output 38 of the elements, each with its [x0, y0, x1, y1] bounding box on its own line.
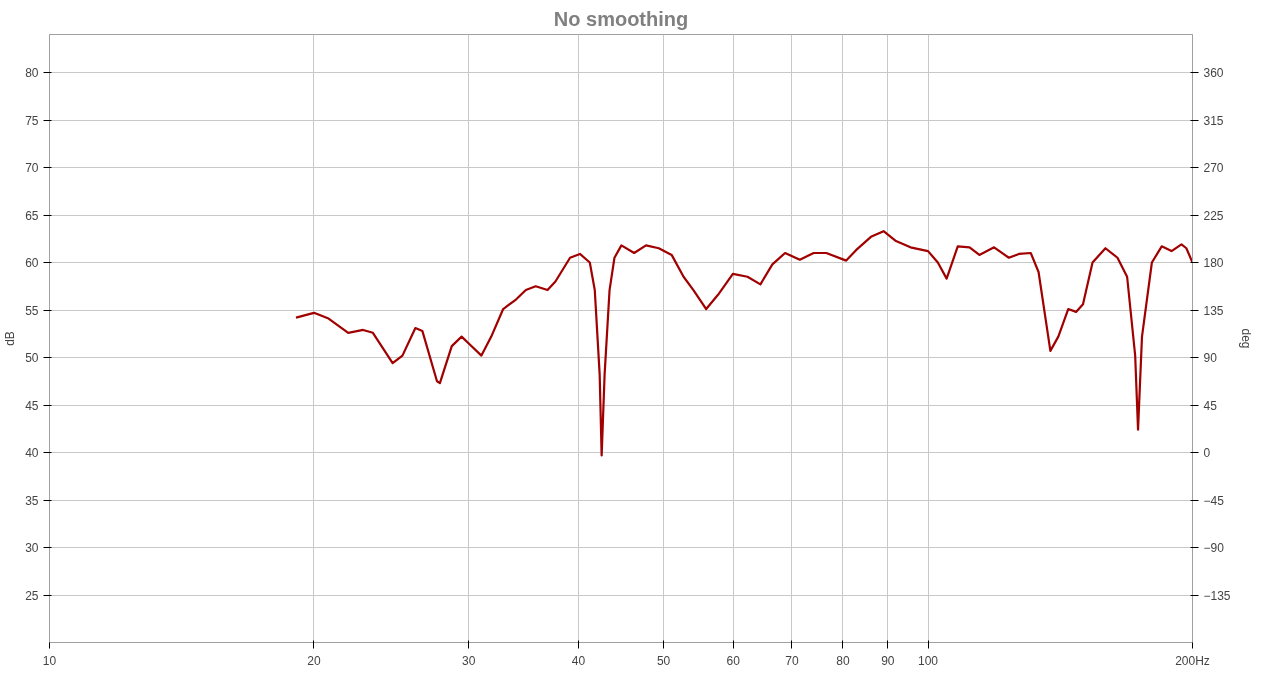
y-tick-label: 80: [25, 66, 39, 80]
chart-title: No smoothing: [553, 7, 689, 30]
y2-tick-label: 135: [1203, 303, 1224, 318]
y-axis-title: dB: [3, 331, 18, 346]
y-tick-label: 50: [25, 351, 39, 365]
y-tick-label: 35: [25, 493, 39, 508]
x-tick-label: 90: [881, 653, 895, 668]
y-tick-label: 65: [25, 208, 39, 223]
x-tick-label: 30: [461, 653, 476, 668]
x-tick-label: 20: [307, 653, 321, 668]
y2-tick-label: 270: [1203, 161, 1224, 175]
x-tick-label: 80: [836, 653, 850, 668]
y-tick-label: 55: [25, 303, 39, 318]
y2-tick-label: 45: [1203, 398, 1218, 413]
x-tick-label: 40: [571, 653, 586, 668]
y2-tick-label: 90: [1203, 351, 1218, 365]
y-tick-label: 30: [25, 541, 39, 555]
y2-tick-label: −90: [1203, 541, 1225, 555]
x-tick-label: 10: [42, 653, 57, 668]
y2-tick-label: 180: [1203, 256, 1224, 270]
x-tick-label: 200Hz: [1175, 653, 1210, 668]
y2-tick-label: −135: [1203, 588, 1231, 603]
y-tick-label: 25: [25, 588, 39, 603]
y2-axis-title: deg: [1238, 328, 1253, 349]
y2-tick-label: 0: [1203, 446, 1211, 460]
y-tick-label: 45: [25, 398, 39, 413]
y-tick-label: 40: [25, 446, 39, 460]
y2-tick-label: −45: [1203, 493, 1225, 508]
y2-tick-label: 225: [1203, 208, 1224, 223]
y2-tick-label: 360: [1203, 66, 1224, 80]
y-tick-label: 75: [25, 113, 39, 128]
y-tick-label: 70: [25, 161, 39, 175]
y-tick-label: 60: [25, 256, 39, 270]
x-tick-label: 50: [656, 653, 671, 668]
x-tick-label: 100: [918, 653, 939, 668]
y2-tick-label: 315: [1203, 113, 1224, 128]
x-tick-label: 60: [726, 653, 741, 668]
x-tick-label: 70: [785, 653, 799, 668]
